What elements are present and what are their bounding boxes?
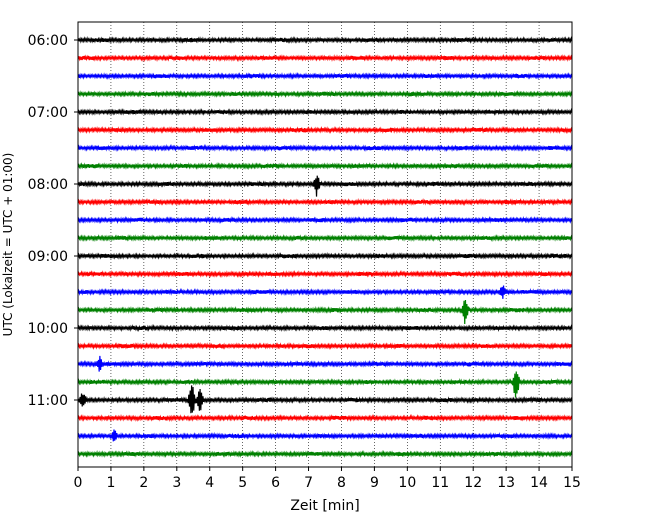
x-tick-label: 3 — [172, 475, 181, 491]
x-tick-label: 14 — [530, 475, 548, 491]
x-tick-label: 0 — [74, 475, 83, 491]
trace-row — [77, 251, 573, 260]
x-tick-label: 8 — [337, 475, 346, 491]
trace-row — [77, 341, 573, 351]
trace-row — [77, 285, 573, 299]
trace-row — [77, 125, 573, 135]
y-tick-label: 11:00 — [28, 393, 68, 409]
trace-row — [77, 269, 573, 279]
seismic-traces — [77, 36, 573, 459]
y-tick-label: 08:00 — [28, 177, 68, 193]
y-tick-label: 07:00 — [28, 105, 68, 121]
x-tick-label: 12 — [464, 475, 482, 491]
x-tick-label: 11 — [431, 475, 449, 491]
y-tick-label: 10:00 — [28, 321, 68, 337]
trace-row — [77, 233, 573, 243]
x-tick-label: 2 — [139, 475, 148, 491]
trace-row — [77, 53, 573, 63]
x-axis-ticks: 0 1 2 3 4 5 6 7 8 9 10 11 12 13 14 15 — [74, 467, 581, 491]
trace-row — [77, 449, 573, 459]
trace-row — [77, 143, 573, 153]
trace-row — [77, 161, 573, 171]
plot-frame — [77, 21, 573, 468]
trace-row — [77, 197, 573, 207]
x-tick-label: 13 — [497, 475, 515, 491]
trace-row — [77, 323, 573, 333]
y-tick-label: 09:00 — [28, 249, 68, 265]
x-tick-label: 4 — [205, 475, 214, 491]
trace-row — [77, 175, 573, 197]
trace-row — [77, 108, 573, 117]
x-tick-label: 9 — [370, 475, 379, 491]
trace-row — [77, 299, 573, 325]
trace-row — [77, 215, 573, 225]
trace-row — [77, 355, 573, 372]
x-tick-label: 1 — [106, 475, 115, 491]
trace-row — [77, 72, 573, 80]
trace-row — [77, 371, 573, 398]
y-tick-label: 06:00 — [28, 33, 68, 49]
trace-row — [77, 36, 573, 44]
x-tick-label: 10 — [398, 475, 416, 491]
trace-row — [77, 413, 573, 423]
y-axis-ticks: 06:00 07:00 08:00 09:00 10:00 11:00 — [28, 33, 78, 409]
x-tick-label: 7 — [304, 475, 313, 491]
x-tick-label: 6 — [271, 475, 280, 491]
x-axis-label: Zeit [min] — [290, 498, 359, 514]
y-axis-label: UTC (Lokalzeit = UTC + 01:00) — [1, 153, 15, 337]
x-tick-label: 15 — [563, 475, 581, 491]
x-tick-label: 5 — [238, 475, 247, 491]
trace-row — [77, 89, 573, 99]
trace-row — [77, 429, 573, 442]
trace-row — [77, 385, 573, 414]
